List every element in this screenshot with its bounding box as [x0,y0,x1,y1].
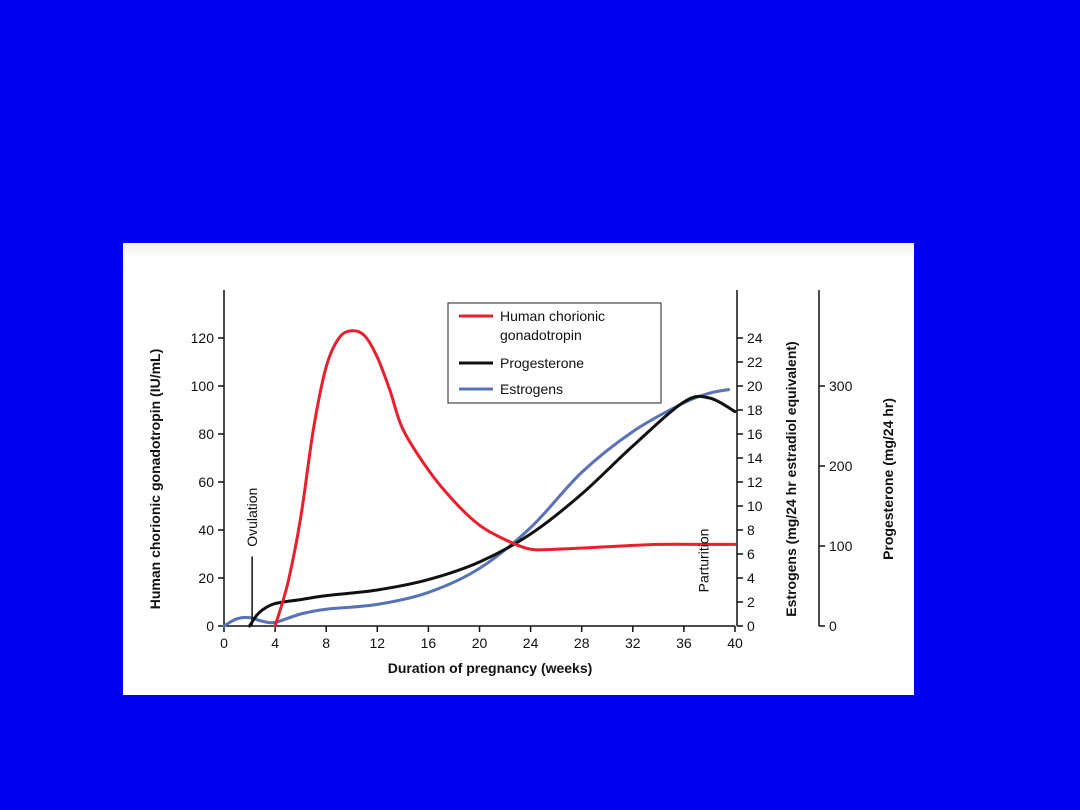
x-tick-label: 20 [472,635,488,651]
left-tick-label: 100 [191,378,215,394]
estrogens-tick-label: 4 [747,570,755,586]
axes-layer: 0 4 8 12 16 20 24 28 32 36 40020406080100120024681… [191,290,853,651]
estrogens-axis-title: Estrogens (mg/24 hr estradiol equivalent… [783,341,799,616]
left-tick-label: 20 [198,570,214,586]
x-tick-label: 16 [421,635,437,651]
x-tick-label: 12 [370,635,386,651]
estrogens-tick-label: 12 [747,474,763,490]
progesterone-line [248,394,737,628]
x-tick-label: 40 [727,635,743,651]
estrogens-tick-label: 0 [747,618,755,634]
x-tick-label: 0 [220,635,228,651]
progesterone-axis-title: Progesterone (mg/24 hr) [880,398,896,560]
legend-label-hcg-line1: Human chorionic [500,308,605,324]
left-tick-label: 80 [198,426,214,442]
series-lines [222,329,737,628]
hcg-line [273,329,737,628]
left-tick-label: 40 [198,522,214,538]
annotations: Ovulation Parturition [244,488,712,626]
estrogens-tick-label: 18 [747,402,763,418]
left-tick-label: 120 [191,330,215,346]
legend: Human chorionic gonadotropin Progesteron… [447,302,662,404]
estrogens-line [222,388,731,628]
progesterone-tick-label: 200 [829,458,853,474]
x-tick-label: 28 [574,635,590,651]
progesterone-tick-label: 100 [829,538,853,554]
hormone-chart: 0 4 8 12 16 20 24 28 32 36 40020406080100120024681… [147,290,896,676]
left-axis-title: Human chorionic gonadotropin (IU/mL) [147,349,163,610]
ovulation-label: Ovulation [244,488,260,547]
progesterone-tick-label: 0 [829,618,837,634]
legend-box [447,302,662,404]
left-tick-label: 0 [206,618,214,634]
x-tick-label: 36 [676,635,692,651]
left-tick-label: 60 [198,474,214,490]
estrogens-tick-label: 14 [747,450,763,466]
progesterone-tick-label: 300 [829,378,853,394]
x-tick-label: 32 [625,635,641,651]
estrogens-tick-label: 24 [747,330,763,346]
x-tick-label: 24 [523,635,539,651]
x-tick-label: 4 [271,635,279,651]
legend-label-estrogens: Estrogens [500,381,563,397]
figure-panel: 0 4 8 12 16 20 24 28 32 36 40 0 20 40 60 80 100 120 0 2 4 6 8 1… [123,243,914,695]
x-axis-title: Duration of pregnancy (weeks) [388,660,593,676]
legend-label-progesterone: Progesterone [500,355,584,371]
parturition-label: Parturition [696,529,712,593]
estrogens-tick-label: 16 [747,426,763,442]
legend-label-hcg-line2: gonadotropin [500,327,582,343]
estrogens-tick-label: 2 [747,594,755,610]
estrogens-tick-label: 8 [747,522,755,538]
x-tick-label: 8 [322,635,330,651]
estrogens-tick-label: 10 [747,498,763,514]
estrogens-tick-label: 20 [747,378,763,394]
estrogens-tick-label: 22 [747,354,763,370]
estrogens-tick-label: 6 [747,546,755,562]
